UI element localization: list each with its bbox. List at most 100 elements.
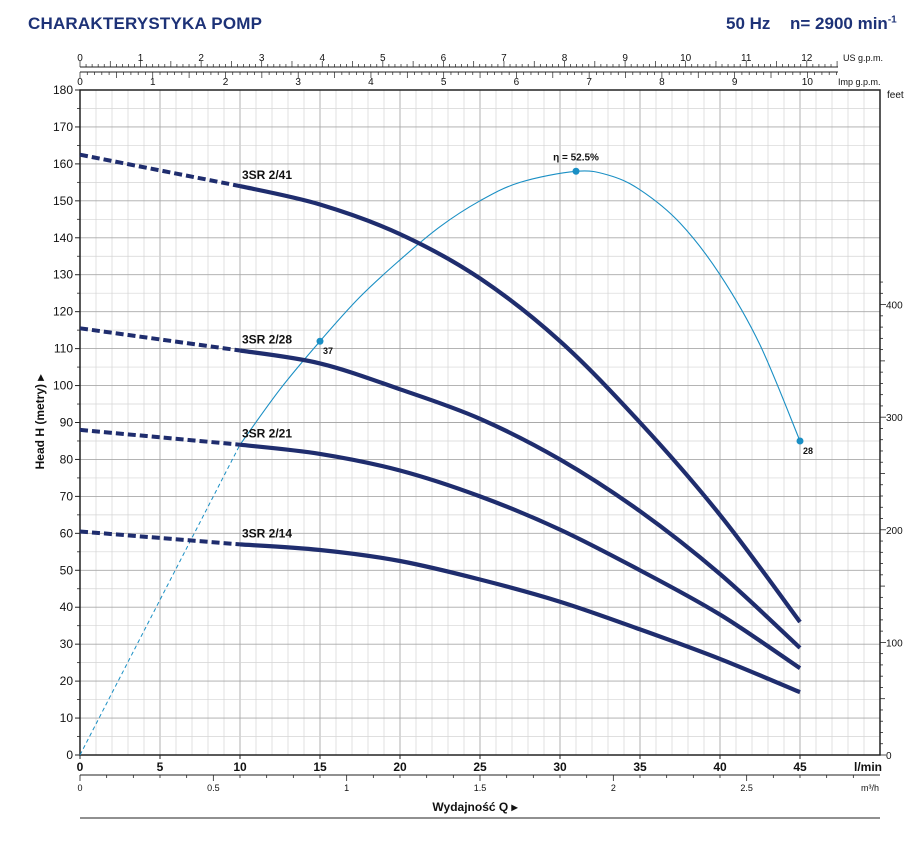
series-curve-line [239, 542, 801, 695]
usgpm-tick-label: 4 [319, 53, 325, 64]
chart-title: CHARAKTERYSTYKA POMP [28, 14, 263, 33]
y-tick-label: 70 [60, 489, 74, 503]
y-tick-label: 110 [54, 342, 73, 356]
usgpm-tick-label: 3 [259, 53, 265, 64]
speed-exponent: -1 [887, 14, 897, 26]
x-tick-label: 5 [157, 760, 164, 774]
y-tick-label: 160 [53, 157, 73, 171]
usgpm-tick-label: 0 [77, 53, 83, 64]
x-tick-label: 25 [473, 760, 487, 774]
y-tick-label: 180 [53, 83, 73, 97]
impgpm-tick-label: 8 [659, 77, 665, 88]
y-tick-label: 150 [53, 194, 73, 208]
usgpm-tick-label: 7 [501, 53, 507, 64]
series-curve-line [239, 442, 802, 670]
axes: 0102030405060708090100110120130140150160… [33, 53, 904, 819]
y-tick-label: 0 [66, 748, 73, 762]
efficiency-point-label: 37 [323, 346, 333, 356]
usgpm-tick-label: 2 [198, 53, 204, 64]
speed-value: n= 2900 min [790, 14, 888, 33]
efficiency-point-label: 28 [803, 446, 813, 456]
m3h-tick-label: 1.5 [474, 783, 487, 793]
efficiency-point [572, 167, 580, 175]
feet-tick-label: 400 [886, 301, 903, 312]
x-axis-label: Wydajność Q ▸ [432, 800, 518, 814]
feet-unit-label: feet [887, 90, 904, 101]
efficiency-curve: 37 η = 52.5% 28 [79, 152, 813, 756]
impgpm-tick-label: 4 [368, 77, 374, 88]
m3h-unit-label: m³/h [861, 783, 879, 793]
pump-series [79, 152, 802, 695]
impgpm-tick-label: 9 [732, 77, 738, 88]
x-tick-label: 0 [77, 760, 84, 774]
y-tick-label: 120 [53, 305, 73, 319]
efficiency-point [316, 337, 324, 345]
efficiency-point [796, 437, 804, 445]
grid [80, 90, 880, 755]
m3h-tick-label: 0.5 [207, 783, 220, 793]
impgpm-tick-label: 0 [77, 77, 83, 88]
usgpm-tick-label: 10 [680, 53, 692, 64]
m3h-tick-label: 1 [344, 783, 349, 793]
m3h-tick-label: 0 [77, 783, 82, 793]
usgpm-tick-label: 8 [562, 53, 568, 64]
x-tick-label: 40 [713, 760, 727, 774]
feet-tick-label: 200 [886, 526, 903, 537]
impgpm-tick-label: 2 [223, 77, 229, 88]
series-curve-line [239, 348, 802, 650]
y-axis-label: Head H (metry) ▸ [33, 374, 47, 470]
y-tick-label: 100 [53, 379, 73, 393]
x-tick-label: 35 [633, 760, 647, 774]
series-dashed-line [79, 529, 241, 547]
x-tick-label: 15 [313, 760, 327, 774]
x-unit-label: l/min [854, 760, 882, 774]
impgpm-unit-label: Imp g.p.m. [838, 77, 881, 87]
series-label: 3SR 2/41 [242, 168, 292, 182]
y-tick-label: 80 [60, 452, 74, 466]
impgpm-tick-label: 10 [802, 77, 814, 88]
usgpm-tick-label: 1 [138, 53, 144, 64]
usgpm-tick-label: 6 [441, 53, 447, 64]
usgpm-tick-label: 12 [801, 53, 813, 64]
usgpm-tick-label: 9 [622, 53, 628, 64]
y-tick-label: 10 [60, 711, 74, 725]
efficiency-dashed-line [79, 444, 241, 756]
feet-tick-label: 100 [886, 638, 903, 649]
y-tick-label: 20 [60, 674, 74, 688]
speed-label: n= 2900 min-1 [790, 14, 897, 34]
x-tick-label: 30 [553, 760, 567, 774]
series-label: 3SR 2/28 [242, 332, 292, 346]
y-tick-label: 90 [60, 416, 74, 430]
y-tick-label: 60 [60, 526, 74, 540]
series-label: 3SR 2/14 [242, 526, 292, 540]
impgpm-tick-label: 6 [514, 77, 520, 88]
m3h-tick-label: 2.5 [740, 783, 753, 793]
m3h-tick-label: 2 [611, 783, 616, 793]
x-tick-label: 10 [233, 760, 247, 774]
y-tick-label: 30 [60, 637, 74, 651]
series-dashed-line [79, 326, 241, 353]
feet-tick-label: 300 [886, 413, 903, 424]
feet-tick-label: 0 [886, 751, 892, 762]
frequency-label: 50 Hz [726, 14, 771, 33]
y-tick-label: 40 [60, 600, 74, 614]
y-tick-label: 130 [53, 268, 73, 282]
usgpm-tick-label: 11 [741, 53, 752, 64]
usgpm-tick-label: 5 [380, 53, 386, 64]
efficiency-peak-label: η = 52.5% [553, 152, 599, 163]
efficiency-curve-line [239, 170, 801, 446]
impgpm-tick-label: 7 [586, 77, 592, 88]
series-label: 3SR 2/21 [242, 427, 292, 441]
y-tick-label: 50 [60, 563, 74, 577]
y-tick-label: 170 [53, 120, 73, 134]
series-curve-line [239, 184, 802, 624]
y-tick-label: 140 [53, 231, 73, 245]
impgpm-tick-label: 5 [441, 77, 447, 88]
impgpm-tick-label: 1 [150, 77, 156, 88]
impgpm-tick-label: 3 [295, 77, 301, 88]
labels: 3SR 2/41 3SR 2/28 3SR 2/21 3SR 2/14 [242, 168, 292, 540]
usgpm-unit-label: US g.p.m. [843, 53, 883, 63]
x-tick-label: 20 [393, 760, 407, 774]
series-dashed-line [79, 152, 241, 189]
